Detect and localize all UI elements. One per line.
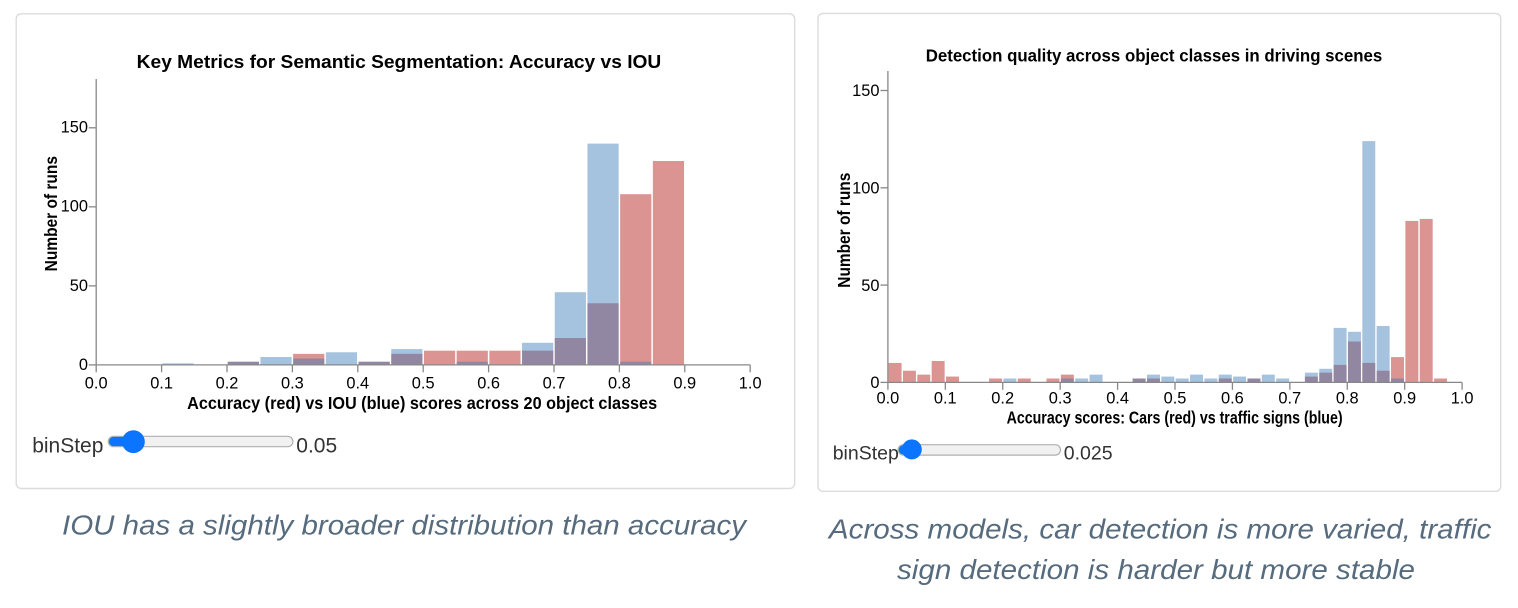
svg-text:Key Metrics for Semantic Segme: Key Metrics for Semantic Segmentation: A… xyxy=(137,51,662,72)
svg-text:50: 50 xyxy=(861,277,879,295)
svg-text:0.0: 0.0 xyxy=(877,389,900,407)
svg-text:150: 150 xyxy=(852,82,879,100)
svg-text:50: 50 xyxy=(70,277,88,295)
svg-text:0.5: 0.5 xyxy=(1164,389,1187,407)
svg-text:0.7: 0.7 xyxy=(1278,389,1301,407)
svg-text:0: 0 xyxy=(79,356,88,374)
svg-text:0.0: 0.0 xyxy=(85,374,108,392)
svg-text:0.05: 0.05 xyxy=(296,435,337,458)
svg-text:Number of runs: Number of runs xyxy=(834,173,854,288)
svg-text:0.9: 0.9 xyxy=(1393,389,1416,407)
svg-text:0.2: 0.2 xyxy=(216,374,239,392)
svg-text:0.025: 0.025 xyxy=(1064,442,1113,464)
svg-text:0.8: 0.8 xyxy=(608,374,631,392)
svg-text:0.9: 0.9 xyxy=(673,374,696,392)
svg-text:0.4: 0.4 xyxy=(346,374,369,392)
svg-text:0.1: 0.1 xyxy=(934,389,957,407)
svg-text:IOU has a slightly broader dis: IOU has a slightly broader distribution … xyxy=(62,509,748,540)
svg-text:1.0: 1.0 xyxy=(739,374,762,392)
svg-text:150: 150 xyxy=(61,119,88,137)
svg-text:Across models, car detection i: Across models, car detection is more var… xyxy=(827,514,1492,545)
svg-text:Accuracy (red) vs IOU (blue) s: Accuracy (red) vs IOU (blue) scores acro… xyxy=(187,393,657,413)
svg-text:0.4: 0.4 xyxy=(1106,389,1129,407)
svg-text:0.3: 0.3 xyxy=(1049,389,1072,407)
svg-text:0: 0 xyxy=(870,374,879,392)
svg-text:0.2: 0.2 xyxy=(991,389,1014,407)
svg-text:sign detection is harder but m: sign detection is harder but more stable xyxy=(897,554,1415,585)
svg-text:0.5: 0.5 xyxy=(412,374,435,392)
svg-text:binStep: binStep xyxy=(32,435,103,458)
svg-text:0.6: 0.6 xyxy=(1221,389,1244,407)
svg-text:Detection quality across objec: Detection quality across object classes … xyxy=(926,46,1383,66)
svg-text:Accuracy scores: Cars (red) vs: Accuracy scores: Cars (red) vs traffic s… xyxy=(1007,407,1343,427)
svg-text:0.1: 0.1 xyxy=(150,374,173,392)
svg-text:1.0: 1.0 xyxy=(1451,389,1474,407)
svg-text:0.7: 0.7 xyxy=(543,374,566,392)
svg-text:0.8: 0.8 xyxy=(1336,389,1359,407)
svg-text:Number of runs: Number of runs xyxy=(41,156,61,271)
svg-text:0.6: 0.6 xyxy=(477,374,500,392)
svg-text:0.3: 0.3 xyxy=(281,374,304,392)
svg-text:100: 100 xyxy=(61,198,88,216)
svg-text:100: 100 xyxy=(852,180,879,198)
svg-text:binStep: binStep xyxy=(833,442,899,464)
